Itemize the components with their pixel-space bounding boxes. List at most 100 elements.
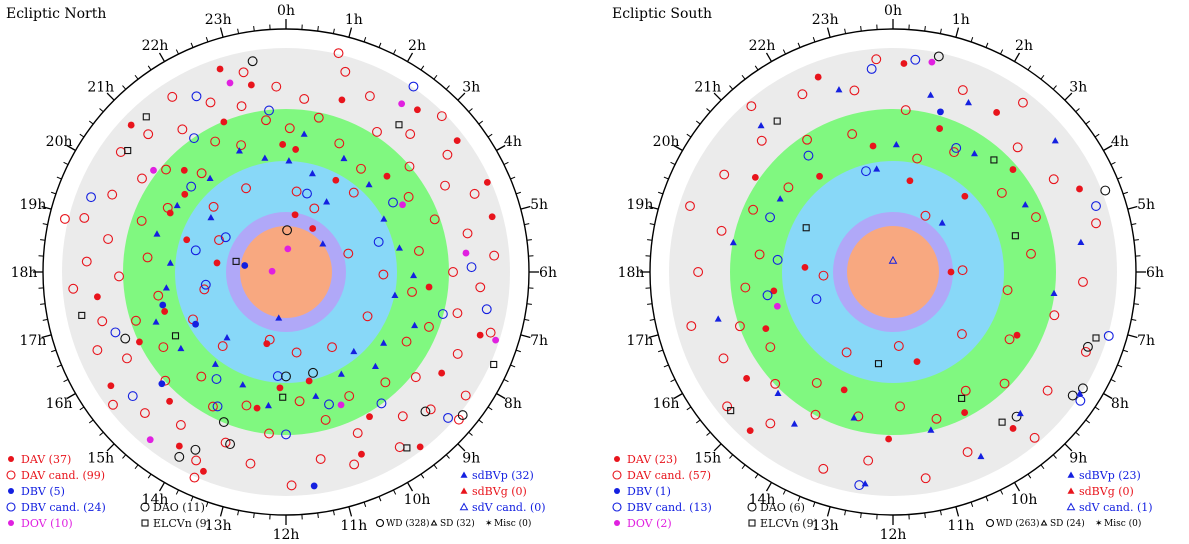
data-point	[171, 332, 180, 340]
data-point	[957, 85, 968, 96]
legend-label: DAO (11)	[153, 501, 205, 514]
data-point	[1103, 330, 1114, 341]
hour-label: 19h	[20, 197, 47, 213]
legend-label: sdBVp (32)	[472, 469, 534, 482]
minor-tick	[478, 120, 484, 125]
data-point	[810, 409, 821, 420]
minor-tick	[468, 108, 473, 113]
data-point	[93, 293, 101, 301]
data-point	[686, 321, 697, 331]
minor-tick	[970, 37, 974, 43]
data-point	[490, 360, 498, 369]
minor-tick	[420, 65, 425, 71]
data-point	[756, 135, 767, 146]
data-point	[714, 315, 722, 322]
data-point	[685, 201, 695, 211]
data-point	[888, 255, 898, 264]
hour-label: 20h	[653, 134, 680, 150]
data-point	[774, 389, 782, 396]
data-point	[928, 58, 936, 66]
data-point	[436, 111, 447, 122]
minor-tick	[970, 501, 974, 507]
data-point	[362, 311, 373, 322]
legend-label: DBV cand. (24)	[21, 501, 106, 514]
data-point	[835, 86, 843, 93]
data-point	[1082, 341, 1093, 352]
minor-tick	[487, 133, 493, 138]
minor-tick	[510, 176, 516, 180]
data-point	[324, 399, 334, 410]
data-point	[241, 400, 252, 411]
data-point	[310, 482, 318, 490]
data-point	[762, 325, 770, 333]
legend-label: sdBVg (0)	[1079, 485, 1134, 498]
data-point	[365, 180, 373, 188]
data-point	[425, 404, 436, 415]
minor-tick	[939, 28, 942, 34]
data-point	[1076, 185, 1083, 193]
zone-core	[240, 226, 332, 318]
legend-marker	[985, 518, 995, 528]
data-point	[1091, 201, 1101, 211]
data-point	[931, 413, 942, 424]
data-point	[957, 265, 968, 276]
minor-tick	[1110, 161, 1116, 165]
major-tick	[713, 92, 722, 101]
legend-marker	[8, 488, 14, 494]
data-point	[773, 302, 781, 310]
minor-tick	[1131, 318, 1137, 321]
data-point	[1076, 389, 1084, 397]
data-point	[452, 308, 463, 319]
data-point	[1077, 238, 1085, 246]
data-point	[442, 149, 453, 160]
data-point	[933, 51, 944, 62]
data-point	[340, 154, 348, 162]
minor-tick	[1094, 406, 1100, 411]
data-point	[200, 467, 207, 475]
minor-tick	[1133, 303, 1139, 305]
data-point	[264, 428, 274, 439]
minor-tick	[253, 26, 255, 32]
data-point	[264, 401, 272, 409]
minor-tick	[812, 37, 816, 43]
data-point	[196, 168, 207, 179]
legend-marker	[460, 471, 468, 478]
hour-label: 22h	[749, 38, 776, 54]
data-point	[226, 79, 234, 87]
data-point	[913, 358, 921, 366]
hour-label: 1h	[345, 12, 363, 28]
hour-label: 19h	[627, 197, 654, 213]
data-point	[212, 401, 223, 412]
data-point	[232, 257, 240, 265]
data-point	[253, 404, 261, 412]
data-point	[136, 338, 143, 346]
data-point	[59, 213, 70, 224]
data-point	[693, 267, 704, 277]
data-point	[373, 236, 384, 247]
data-point	[261, 115, 271, 126]
data-point	[970, 149, 978, 157]
minor-tick	[844, 510, 847, 516]
data-point	[247, 56, 258, 67]
data-point	[404, 161, 415, 172]
minor-tick	[147, 65, 152, 71]
minor-tick	[445, 85, 450, 90]
minor-tick	[647, 239, 653, 241]
data-point	[920, 473, 931, 484]
minor-tick	[1027, 65, 1032, 71]
hour-label: 12h	[273, 527, 300, 543]
minor-tick	[741, 464, 746, 470]
data-point	[716, 225, 727, 236]
data-point	[190, 245, 201, 256]
data-point	[1013, 331, 1021, 339]
major-tick	[1064, 443, 1073, 452]
data-point	[284, 123, 295, 134]
data-point	[1011, 411, 1022, 422]
data-point	[466, 262, 477, 273]
data-point	[103, 234, 114, 244]
data-point	[740, 282, 751, 293]
data-point	[802, 134, 813, 145]
data-point	[1092, 334, 1100, 342]
minor-tick	[363, 37, 367, 43]
data-point	[719, 169, 730, 180]
